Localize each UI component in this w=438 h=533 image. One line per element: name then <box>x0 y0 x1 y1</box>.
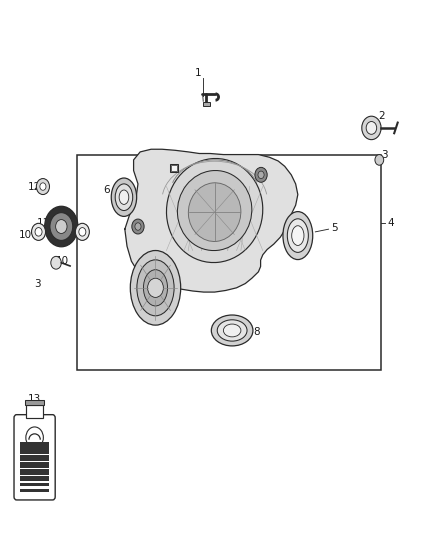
Ellipse shape <box>35 228 42 236</box>
Text: 3: 3 <box>34 279 41 289</box>
Ellipse shape <box>119 190 129 204</box>
Text: 7: 7 <box>127 218 134 228</box>
Bar <box>170 164 178 172</box>
Text: 9: 9 <box>155 159 162 168</box>
Text: 5: 5 <box>331 223 338 232</box>
Ellipse shape <box>287 219 308 252</box>
Bar <box>20 482 49 486</box>
Bar <box>77 155 381 370</box>
Ellipse shape <box>32 223 46 240</box>
Ellipse shape <box>115 184 133 211</box>
Bar <box>20 476 49 481</box>
Circle shape <box>375 155 384 165</box>
FancyBboxPatch shape <box>14 415 55 500</box>
Text: 4: 4 <box>388 218 395 228</box>
Ellipse shape <box>137 260 174 316</box>
Ellipse shape <box>166 158 263 263</box>
Ellipse shape <box>130 251 180 325</box>
Text: 7: 7 <box>267 160 274 170</box>
Text: 1: 1 <box>195 68 202 78</box>
Circle shape <box>366 122 377 134</box>
Polygon shape <box>125 149 298 292</box>
Text: 6: 6 <box>103 185 110 195</box>
Ellipse shape <box>292 225 304 245</box>
Ellipse shape <box>223 324 241 337</box>
Circle shape <box>26 427 43 448</box>
Ellipse shape <box>188 183 241 241</box>
Circle shape <box>132 219 144 234</box>
Text: 8: 8 <box>253 327 260 336</box>
Bar <box>20 442 49 450</box>
Bar <box>20 489 49 492</box>
Ellipse shape <box>177 171 252 251</box>
Ellipse shape <box>79 228 86 236</box>
Bar <box>20 448 49 454</box>
Circle shape <box>135 223 141 230</box>
Ellipse shape <box>211 315 253 346</box>
Ellipse shape <box>75 223 89 240</box>
Circle shape <box>51 256 61 269</box>
Circle shape <box>362 116 381 140</box>
Circle shape <box>36 179 49 195</box>
Bar <box>20 462 49 468</box>
Text: 3: 3 <box>381 150 388 159</box>
Bar <box>20 455 49 461</box>
Text: 10: 10 <box>56 256 69 266</box>
Circle shape <box>56 220 67 233</box>
Text: 11: 11 <box>37 218 50 228</box>
Circle shape <box>255 167 267 182</box>
Text: 13: 13 <box>28 394 41 403</box>
Ellipse shape <box>111 178 137 216</box>
Text: 2: 2 <box>378 111 385 121</box>
Bar <box>26 405 43 418</box>
Text: 12: 12 <box>28 182 41 191</box>
Text: 10: 10 <box>18 230 32 239</box>
Bar <box>25 400 44 405</box>
Circle shape <box>50 213 73 240</box>
Circle shape <box>40 183 46 190</box>
Ellipse shape <box>217 320 247 341</box>
Circle shape <box>148 278 163 297</box>
Circle shape <box>258 171 264 179</box>
Ellipse shape <box>283 212 313 260</box>
Bar <box>20 469 49 475</box>
Bar <box>171 165 177 171</box>
Circle shape <box>45 206 78 247</box>
Ellipse shape <box>143 270 167 306</box>
Bar <box>203 102 210 106</box>
